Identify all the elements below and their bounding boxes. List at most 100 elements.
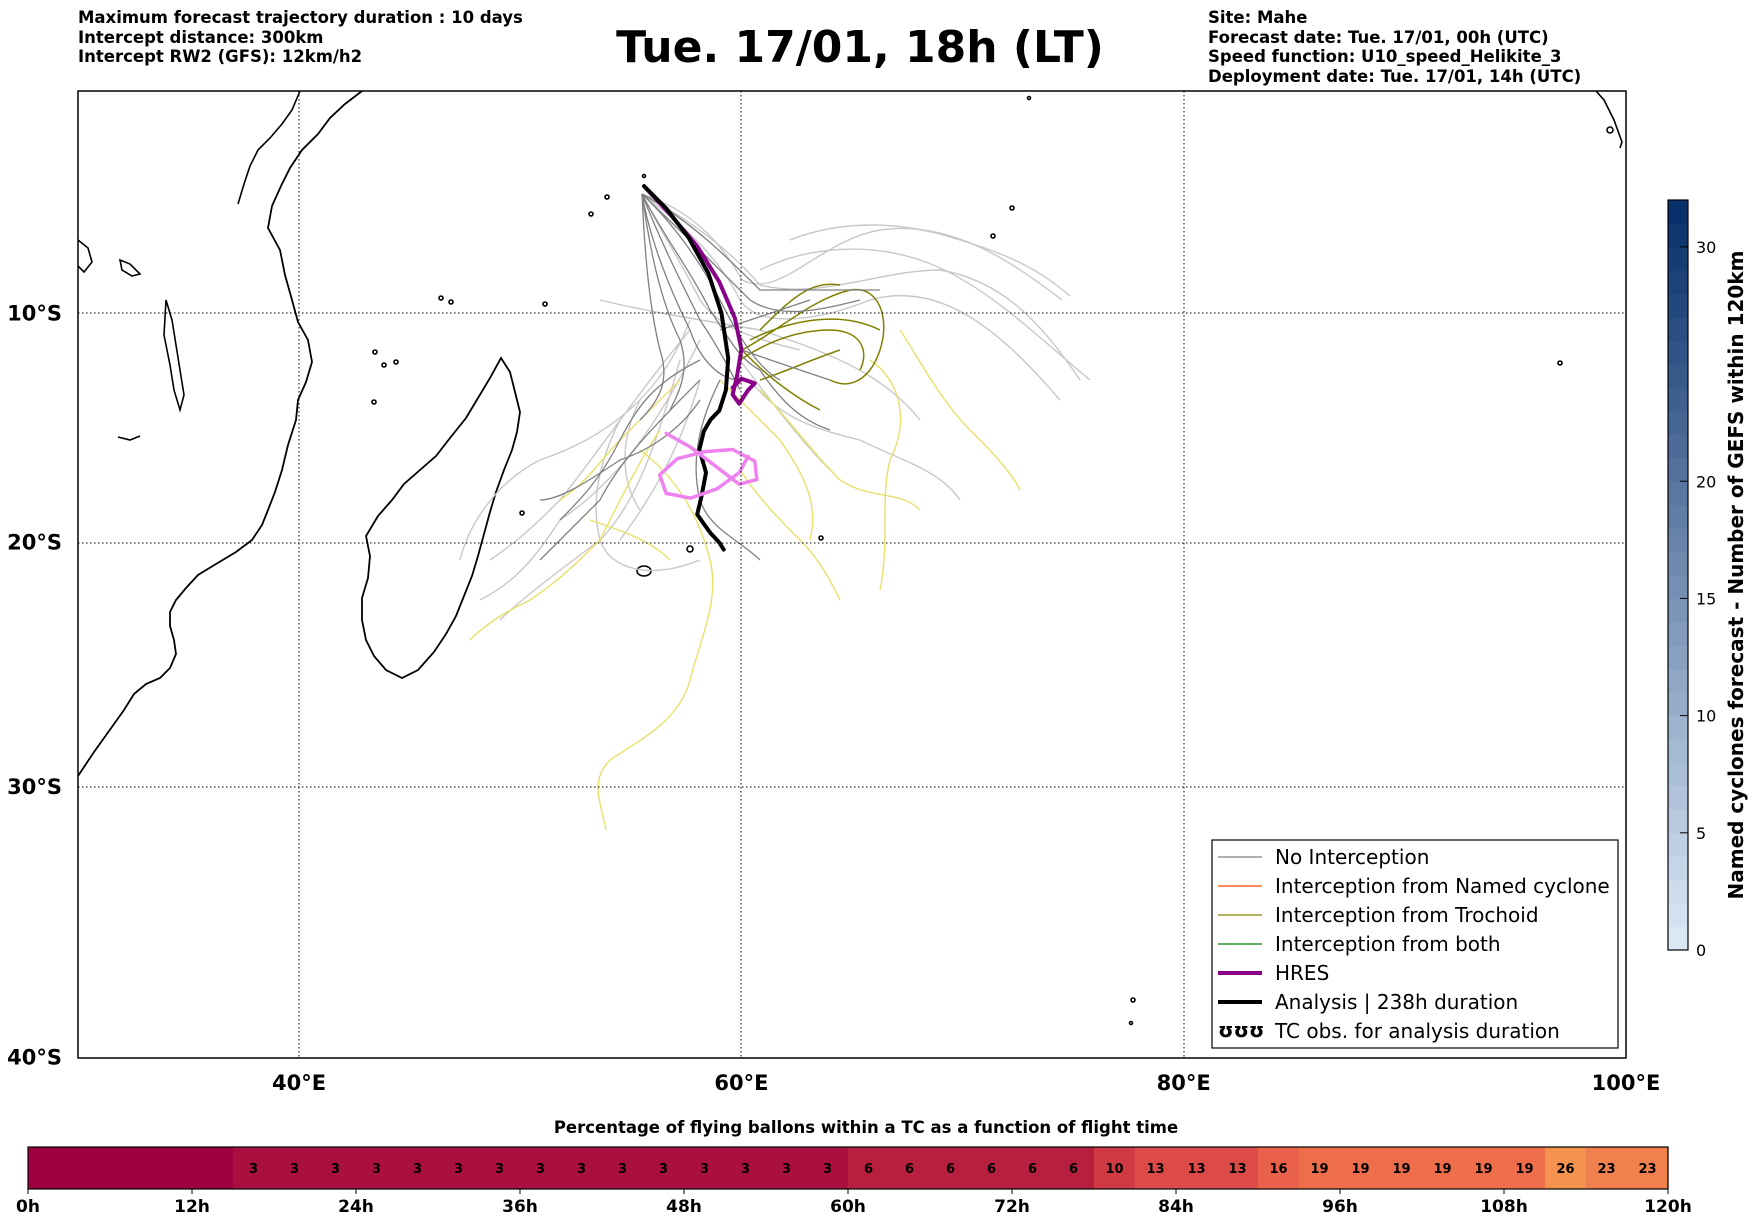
legend-label: HRES [1275,961,1329,985]
forecast-date-text: Forecast date: Tue. 17/01, 00h (UTC) [1208,27,1549,47]
percentage-cell [110,1147,152,1189]
colorbar-tick-label: 10 [1696,707,1716,726]
percentage-value: 3 [741,1162,750,1177]
percentage-value: 3 [249,1162,258,1177]
colorbar-tick-label: 0 [1696,941,1706,960]
madagascar-island [361,356,521,680]
percentage-cell [69,1147,111,1189]
cyclone-colorbar-frame [1667,199,1689,951]
percentage-cell [1545,1147,1587,1189]
percentage-cell [1586,1147,1628,1189]
percentage-cell [1463,1147,1505,1189]
colorbar-cell [1668,621,1688,646]
percentage-bar-tick-label: 0h [16,1197,40,1217]
site-text: Site: Mahe [1208,8,1308,27]
percentage-cell [233,1147,275,1189]
percentage-cell [643,1147,685,1189]
percentage-cell [602,1147,644,1189]
legend: No Interception Interception from Named c… [1211,839,1619,1049]
header-left-info: Maximum forecast trajectory duration : 1… [78,8,523,67]
percentage-cell [151,1147,193,1189]
colorbar-cell [1668,598,1688,623]
series-line-2 [657,431,759,500]
colorbar-cell [1668,551,1688,576]
percentage-value: 19 [1515,1162,1533,1177]
colorbar-cell [1668,434,1688,459]
percentage-value: 6 [1069,1162,1078,1177]
percentage-bar-tick-label: 12h [174,1197,210,1217]
percentage-value: 23 [1638,1162,1656,1177]
percentage-value: 3 [413,1162,422,1177]
colorbar-tick-label: 5 [1696,824,1706,843]
percentage-cell [1340,1147,1382,1189]
percentage-value: 16 [1269,1162,1287,1177]
percentage-bar-tick-label: 72h [994,1197,1030,1217]
percentage-value: 6 [864,1162,873,1177]
colorbar-cell [1668,715,1688,740]
colorbar-cell [1668,668,1688,693]
legend-symbol-tc-obs: ʊʊʊ [1218,1018,1264,1042]
percentage-value: 10 [1105,1162,1123,1177]
colorbar-cell [1668,504,1688,529]
percentage-cell [315,1147,357,1189]
max-duration-text: Maximum forecast trajectory duration : 1… [78,8,523,27]
percentage-bar-tick-label: 48h [666,1197,702,1217]
percentage-cell [479,1147,521,1189]
percentage-bar-tick-label: 60h [830,1197,866,1217]
percentage-value: 3 [577,1162,586,1177]
percentage-cell [1299,1147,1341,1189]
colorbar-cell [1668,246,1688,271]
colorbar-cell [1668,223,1688,248]
percentage-cell [889,1147,931,1189]
y-tick-label: 30°S [7,775,62,799]
percentage-value: 3 [454,1162,463,1177]
colorbar-cell [1668,340,1688,365]
x-tick-label: 60°E [714,1071,768,1095]
colorbar-cell [1668,879,1688,904]
series-line-1 [642,184,731,552]
percentage-bar: Percentage of flying ballons within a TC… [16,1118,1692,1217]
colorbar-cell [1668,270,1688,295]
colorbar-cell [1668,903,1688,927]
deployment-date-text: Deployment date: Tue. 17/01, 14h (UTC) [1208,66,1582,86]
percentage-value: 3 [495,1162,504,1177]
percentage-cell [1217,1147,1259,1189]
percentage-cell [807,1147,849,1189]
percentage-value: 3 [659,1162,668,1177]
percentage-bar-tick-label: 84h [1158,1197,1194,1217]
percentage-value: 13 [1146,1162,1164,1177]
percentage-value: 3 [331,1162,340,1177]
percentage-value: 3 [700,1162,709,1177]
series-layer [642,184,759,552]
legend-box [1211,839,1619,1049]
percentage-bar-tick-label: 120h [1644,1197,1692,1217]
chart-title: Tue. 17/01, 18h (LT) [616,22,1104,73]
percentage-cell [28,1147,70,1189]
intercept-rw2-text: Intercept RW2 (GFS): 12km/h2 [78,47,363,66]
percentage-cell [848,1147,890,1189]
map-layer [78,91,1626,1058]
percentage-cell [1094,1147,1136,1189]
colorbar-cell [1668,528,1688,552]
colorbar-cell [1668,832,1688,857]
percentage-value: 6 [905,1162,914,1177]
percentage-cell [725,1147,767,1189]
ensemble-yellow [469,329,1021,831]
percentage-value: 6 [1028,1162,1037,1177]
y-tick-label: 10°S [7,301,62,325]
x-tick-labels: 40°E 60°E 80°E 100°E [272,1071,1660,1095]
percentage-value: 26 [1556,1162,1574,1177]
colorbar-cell [1668,481,1688,506]
percentage-value: 19 [1351,1162,1369,1177]
colorbar-tick-label: 15 [1696,589,1716,608]
percentage-bar-tick-label: 24h [338,1197,374,1217]
percentage-value: 13 [1187,1162,1205,1177]
percentage-value: 19 [1474,1162,1492,1177]
percentage-value: 19 [1392,1162,1410,1177]
legend-label: No Interception [1275,845,1429,869]
colorbar-cell [1668,926,1688,951]
colorbar-cell [1668,200,1688,224]
percentage-cell [930,1147,972,1189]
colorbar-cell [1668,410,1688,435]
percentage-cell [684,1147,726,1189]
